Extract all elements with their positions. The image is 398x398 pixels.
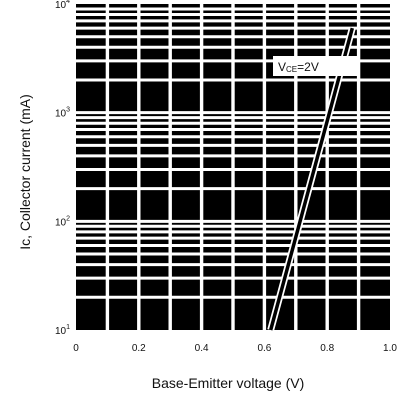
y-tick-label: 102 [55,215,70,228]
y-axis-label: Ic, Collector current (mA) [17,94,33,250]
x-tick-label: 1.0 [383,343,397,354]
x-tick-label: 0.8 [320,343,334,354]
vce-annotation: VCE=2V [273,56,359,76]
y-tick-label: 101 [55,324,70,337]
annotation-background [273,56,359,76]
svg-text:VCE=2V: VCE=2V [278,60,319,74]
x-tick-label: 0 [73,343,79,354]
y-tick-label: 104 [55,0,70,11]
x-axis-label: Base-Emitter voltage (V) [152,375,305,391]
series-layer [267,27,356,331]
x-tick-label: 0.6 [257,343,271,354]
annotation-sub: CE [286,65,297,74]
y-tick-label: 103 [55,107,70,120]
annotation-rest: =2V [297,60,319,74]
x-tick-label: 0.4 [195,343,209,354]
series-line [268,27,355,331]
tick-labels: 0 0.2 0.4 0.6 0.8 1.0 101 102 103 104 [55,0,397,354]
x-tick-label: 0.2 [132,343,146,354]
annotation-main: V [278,60,286,74]
